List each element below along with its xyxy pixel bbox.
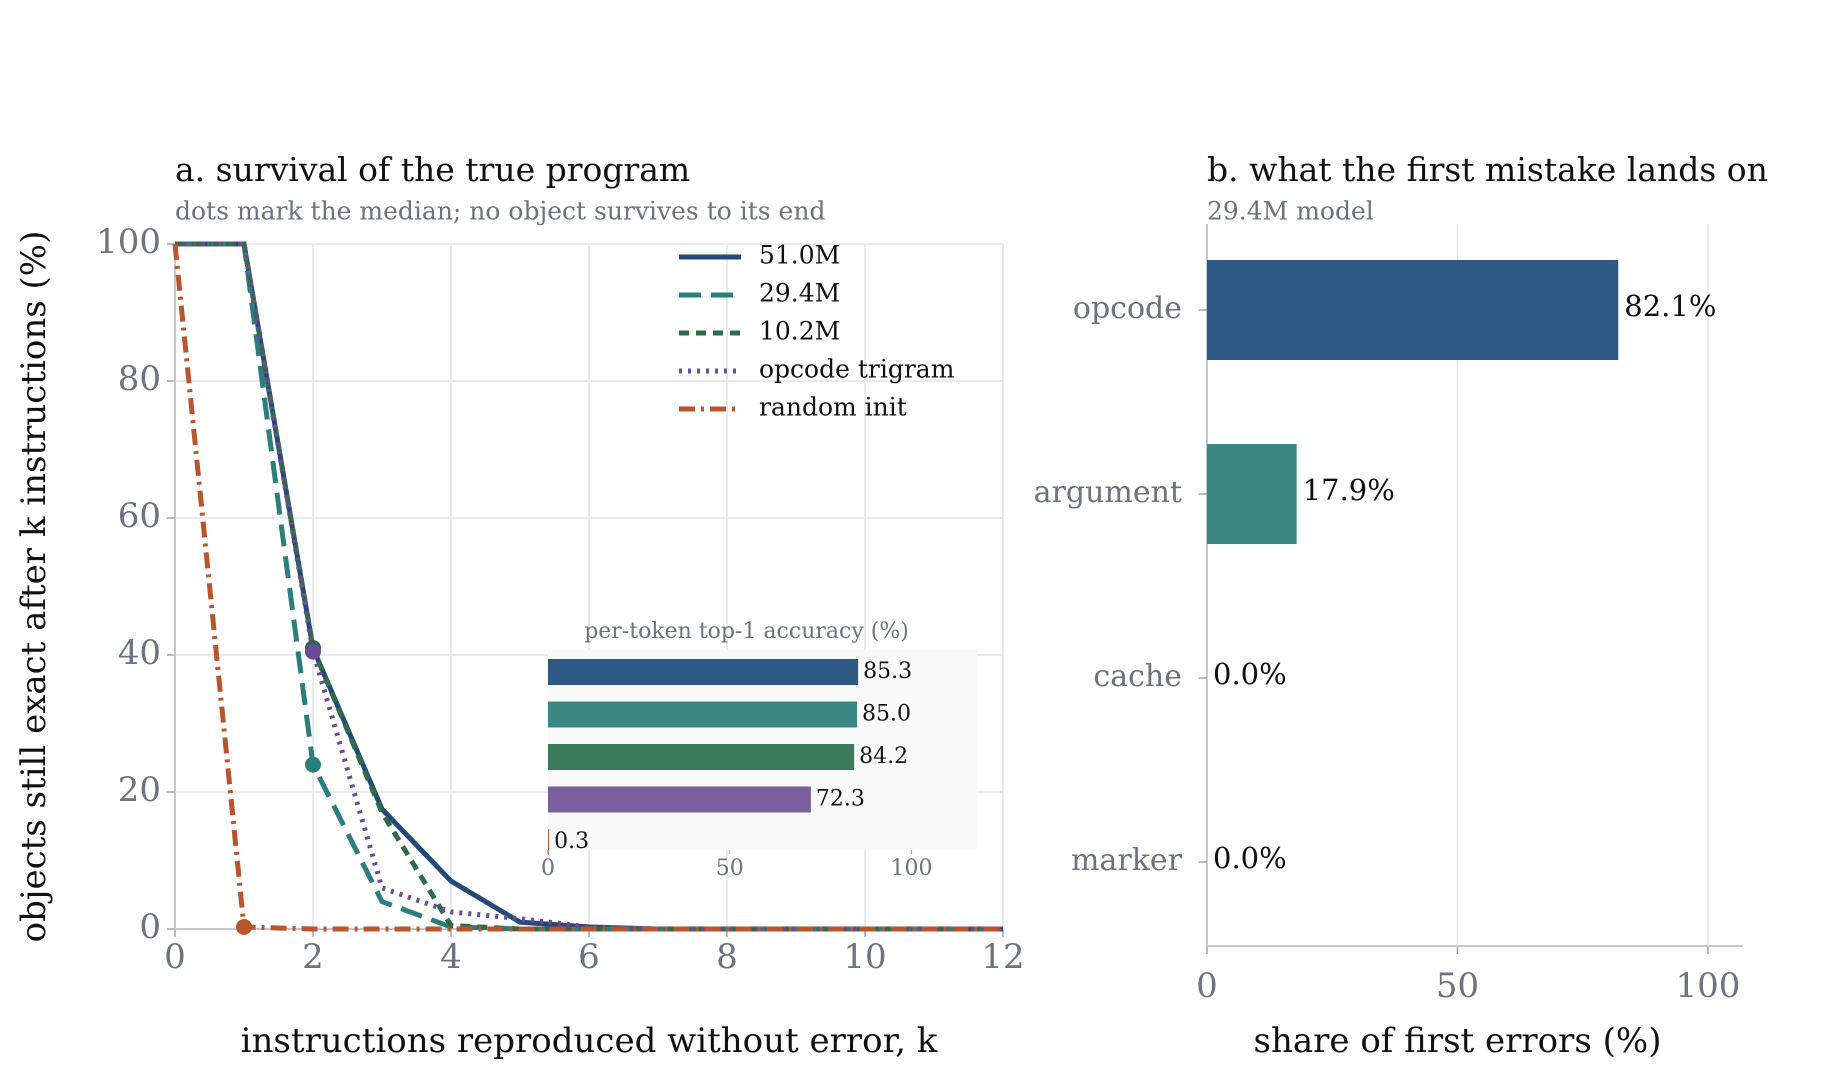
series-line: [172, 243, 1003, 932]
value-label: 0.0%: [1213, 657, 1287, 691]
y-tick-label: cache: [1093, 659, 1182, 694]
x-tick-label: 6: [578, 937, 600, 977]
y-tick-label: argument: [1034, 475, 1182, 510]
value-label: 84.2: [859, 744, 908, 769]
chart-subtitle: dots mark the median; no object survives…: [175, 197, 825, 226]
x-axis-label: instructions reproduced without error, k: [241, 1021, 938, 1061]
bar: [1207, 260, 1619, 360]
bar: [548, 701, 858, 728]
legend-label: 29.4M: [759, 279, 840, 308]
x-tick-label: 50: [1436, 966, 1479, 1006]
x-tick-label: 100: [891, 856, 933, 881]
x-tick-label: 4: [440, 937, 462, 977]
value-label: 0.3: [554, 829, 589, 854]
bar: [548, 659, 859, 685]
y-tick-label: 100: [96, 222, 161, 262]
x-axis-label: share of first errors (%): [1254, 1021, 1662, 1061]
y-tick-label: 80: [118, 359, 161, 399]
y-tick-label: opcode: [1073, 291, 1182, 326]
median-dot: [305, 643, 321, 660]
chart-title: b. what the first mistake lands on: [1207, 150, 1768, 189]
legend-label: random init: [759, 393, 907, 422]
chart-subtitle: 29.4M model: [1207, 197, 1374, 226]
bar: [548, 744, 855, 770]
value-label: 72.3: [816, 787, 865, 812]
x-tick-label: 0: [164, 937, 186, 977]
value-label: 82.1%: [1624, 289, 1716, 323]
bar: [548, 786, 811, 813]
y-tick-label: 0: [139, 907, 161, 947]
bar: [548, 829, 550, 855]
value-label: 85.0: [862, 702, 911, 727]
y-tick-label: 40: [118, 633, 161, 673]
median-dot: [236, 918, 252, 935]
x-tick-label: 50: [716, 856, 744, 881]
x-tick-label: 100: [1675, 966, 1740, 1006]
x-tick-label: 2: [302, 937, 324, 977]
bar: [1207, 444, 1297, 544]
inset-title: per-token top-1 accuracy (%): [584, 619, 909, 644]
legend-label: 10.2M: [759, 317, 840, 346]
legend-label: 51.0M: [759, 241, 840, 270]
value-label: 85.3: [863, 659, 912, 684]
x-tick-label: 0: [541, 856, 555, 881]
legend-label: opcode trigram: [759, 355, 955, 384]
y-tick-label: 20: [118, 770, 161, 810]
y-axis-label: objects still exact after k instructions…: [14, 231, 54, 943]
y-tick-label: 60: [118, 496, 161, 536]
x-tick-label: 8: [716, 937, 738, 977]
value-label: 17.9%: [1303, 473, 1395, 507]
value-label: 0.0%: [1213, 841, 1287, 875]
y-tick-label: marker: [1071, 843, 1183, 878]
median-dot: [305, 756, 321, 773]
chart-title: a. survival of the true program: [175, 150, 690, 189]
x-tick-label: 12: [981, 937, 1024, 977]
x-tick-label: 10: [843, 937, 886, 977]
x-tick-label: 0: [1196, 966, 1218, 1006]
